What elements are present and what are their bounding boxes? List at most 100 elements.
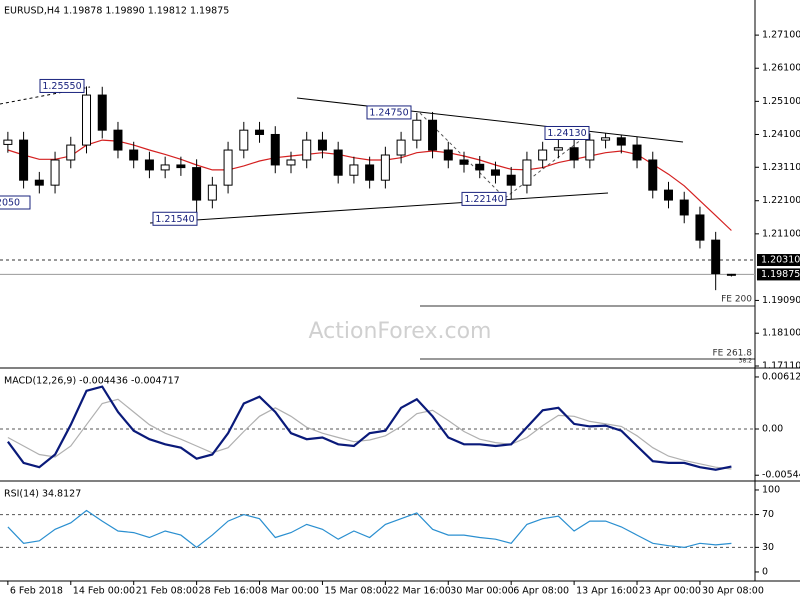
x-tick-label: 13 Apr 16:00: [576, 586, 638, 597]
swing-label-box: [0, 195, 31, 210]
candle-body: [144, 159, 154, 171]
fib-label: FE 200: [721, 295, 752, 305]
candle-body: [270, 133, 280, 166]
candle-body: [679, 199, 689, 216]
candle-body: [585, 139, 595, 161]
y-tick-label: 100: [762, 484, 780, 495]
y-tick-label: 1.25100: [762, 96, 800, 107]
candle-body: [365, 164, 375, 181]
y-tick-label: 70: [762, 509, 774, 520]
candle-body: [239, 129, 249, 151]
candle-body: [553, 147, 563, 151]
fib-label: FE 261.8: [713, 349, 753, 359]
y-tick-label: 0.006129: [762, 371, 800, 382]
candle-body: [255, 129, 265, 135]
indicator-line: [7, 385, 732, 471]
candle-body: [34, 179, 44, 186]
support-line: [149, 192, 609, 224]
swing-label: 2050: [0, 198, 20, 209]
x-tick-label: 22 Mar 16:00: [387, 586, 450, 597]
panel-title: EURUSD,H4 1.19878 1.19890 1.19812 1.1987…: [4, 6, 229, 17]
swing-label: 1.24750: [369, 107, 408, 118]
candle-body: [726, 273, 736, 276]
candle-body: [428, 119, 438, 151]
resistance-line: [296, 97, 684, 143]
candle-body: [207, 184, 217, 201]
x-tick-label: 30 Apr 08:00: [702, 586, 764, 597]
candle-body: [490, 169, 500, 176]
candle-body: [569, 147, 579, 161]
y-tick-label: 1.22100: [762, 195, 800, 206]
candle-body: [129, 149, 139, 161]
candle-body: [412, 119, 422, 141]
x-tick-label: 14 Feb 00:00: [73, 586, 135, 597]
x-tick-label: 28 Feb 16:00: [199, 586, 261, 597]
candle-body: [286, 159, 296, 166]
y-tick-label: 1.23110: [762, 162, 800, 173]
candle-body: [82, 94, 92, 146]
candle-body: [538, 149, 548, 161]
candle-body: [66, 144, 76, 161]
watermark: ActionForex.com: [309, 319, 492, 344]
x-tick-label: 8 Mar 00:00: [262, 586, 319, 597]
candle-body: [19, 139, 29, 181]
swing-label-box: [152, 211, 198, 226]
y-tick-label: 1.24100: [762, 129, 800, 140]
candle-body: [380, 154, 390, 181]
candle-body: [302, 139, 312, 161]
candle-body: [601, 137, 611, 141]
y-tick-label: 1.21100: [762, 228, 800, 239]
candle-body: [522, 159, 532, 186]
candle-body: [632, 144, 642, 161]
swing-label-box: [461, 191, 507, 206]
candle-body: [711, 239, 721, 275]
indicator-line: [7, 509, 732, 549]
swing-label: 1.21540: [155, 214, 194, 225]
candle-body: [349, 164, 359, 176]
candle-body: [663, 189, 673, 201]
candle-body: [113, 129, 123, 151]
x-tick-label: 23 Apr 00:00: [639, 586, 701, 597]
swing-label: 1.22140: [464, 194, 503, 205]
candle-body: [160, 164, 170, 171]
last-price-box-label: 1.19875: [761, 269, 800, 280]
y-tick-label: 1.26100: [762, 63, 800, 74]
y-tick-label: 0: [762, 566, 768, 577]
candle-body: [192, 167, 202, 201]
x-tick-label: 15 Mar 08:00: [324, 586, 387, 597]
y-tick-label: 1.19090: [762, 295, 800, 306]
swing-label-box: [39, 78, 85, 93]
y-tick-label: 1.18100: [762, 328, 800, 339]
swing-label-box: [544, 125, 590, 140]
candle-body: [459, 159, 469, 165]
swing-label: 1.25550: [42, 81, 81, 92]
panel-title: RSI(14) 34.8127: [4, 489, 81, 500]
candle-body: [443, 149, 453, 161]
candle-body: [333, 149, 343, 176]
indicator-line: [7, 398, 732, 470]
last-price-box: [757, 268, 800, 281]
candle-body: [176, 164, 186, 169]
candle-body: [3, 139, 13, 145]
candle-body: [50, 159, 60, 186]
x-tick-label: 6 Apr 08:00: [513, 586, 569, 597]
candle-body: [396, 139, 406, 156]
y-tick-label: 0.00: [762, 423, 783, 434]
fib-label: 38.2: [739, 358, 753, 365]
x-tick-label: 21 Feb 08:00: [136, 586, 198, 597]
y-tick-label: -0.005448: [762, 470, 800, 481]
swing-label-box: [366, 105, 412, 120]
candle-body: [97, 94, 107, 131]
candle-body: [695, 214, 705, 241]
price-level-box: [757, 254, 800, 267]
y-tick-label: 1.17110: [762, 361, 800, 372]
y-tick-label: 1.27100: [762, 30, 800, 41]
panel-title: MACD(12,26,9) -0.004436 -0.004717: [4, 376, 180, 387]
price-level-box-label: 1.20310: [761, 255, 800, 266]
swing-label: 1.24130: [547, 128, 586, 139]
candle-body: [223, 149, 233, 186]
candle-body: [317, 139, 327, 151]
candle-body: [506, 174, 516, 186]
